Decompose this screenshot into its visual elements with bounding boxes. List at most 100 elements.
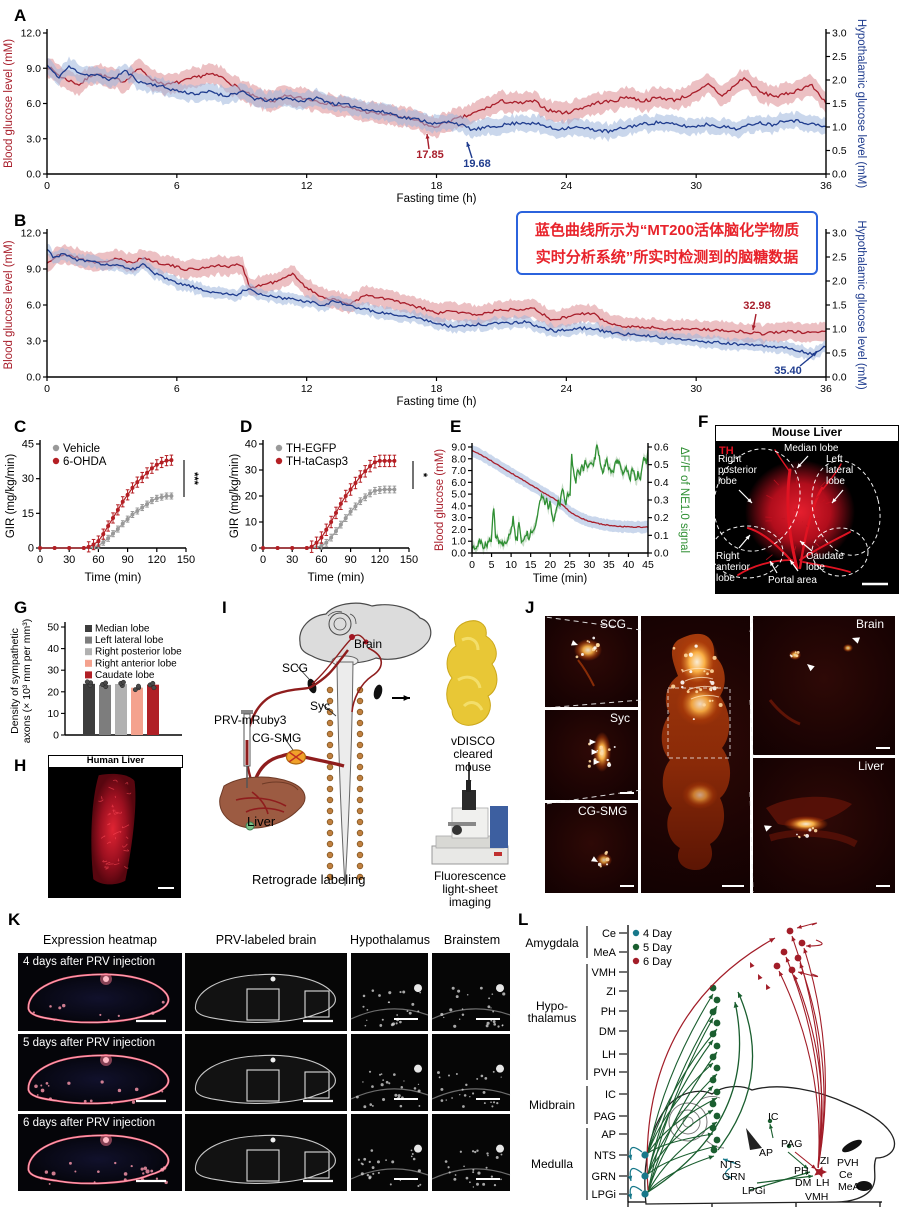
fluorescence-tile-1 (545, 710, 638, 800)
cat-DM: DM (599, 1026, 616, 1038)
legend-Caudate lobe: Caudate lobe (95, 670, 155, 681)
mouse-liver-title: Mouse Liver (715, 425, 899, 442)
panel-label-k: K (8, 910, 21, 929)
diagram-label-2: Syc (310, 699, 331, 713)
inset-GRN: GRN (722, 1171, 745, 1183)
tile-label-Brain: Brain (856, 617, 885, 631)
diagram-label-6: Retrograde labeling (252, 872, 366, 887)
y-right-tick: 1.5 (832, 300, 847, 312)
cat-PAG: PAG (594, 1111, 616, 1123)
tile-label-CG-SMG: CG-SMG (578, 804, 628, 818)
y-left-tick: 3.0 (451, 512, 466, 524)
y-left-tick: 1.0 (451, 536, 466, 548)
inset-VMH: VMH (805, 1191, 828, 1203)
cat-PH: PH (601, 1006, 616, 1018)
x-tick: 30 (63, 554, 75, 566)
y-right-tick: 0.0 (654, 548, 669, 560)
x-tick: 30 (690, 383, 702, 395)
y-right-tick: 2.0 (832, 75, 847, 87)
legend-6-OHDA: 6-OHDA (63, 456, 107, 468)
x-tick: 35 (603, 559, 615, 571)
panel-label-c: C (14, 417, 27, 436)
x-axis-title: Time (min) (308, 570, 365, 584)
legend-6 Day: 6 Day (643, 956, 672, 968)
y-tick: 0 (251, 543, 257, 555)
diagram-label-0: Brain (354, 637, 383, 651)
inset-Ce: Ce (839, 1169, 853, 1181)
liver-lobe-label-2: Left lateral lobe (826, 454, 854, 487)
panel-label-d: D (240, 417, 253, 436)
y-left-tick: 6.0 (26, 300, 41, 312)
diagram-label-3: PRV-mRuby3 (214, 713, 287, 727)
annotation-17.85: 17.85 (416, 149, 444, 161)
liver-lobe-label-1: Right posterior lobe (718, 454, 757, 487)
cat-ZI: ZI (606, 986, 616, 998)
diagram-label-4: CG-SMG (252, 731, 302, 745)
legend-Right anterior lobe: Right anterior lobe (95, 658, 177, 669)
y-left-tick: 12.0 (21, 28, 42, 40)
y-right-tick: 0.5 (654, 459, 669, 471)
group-Amygdala: Amygdala (525, 936, 579, 950)
left-axis-title: Blood glucose (mM) (434, 449, 446, 551)
x-tick: 40 (623, 559, 635, 571)
x-tick: 0 (37, 554, 43, 566)
y-tick: 50 (47, 622, 59, 634)
y-right-tick: 2.0 (832, 276, 847, 288)
cat-GRN: GRN (592, 1171, 617, 1183)
inset-DM: DM (795, 1177, 811, 1189)
k-row-label-0: 4 days after PRV injection (23, 956, 156, 968)
fluorescence-tile-4 (753, 616, 895, 755)
y-tick: 0 (28, 543, 34, 555)
inset-PVH: PVH (837, 1157, 859, 1169)
y-tick: 45 (22, 439, 34, 451)
y-left-tick: 7.0 (451, 465, 466, 477)
k-row-label-2: 6 days after PRV injection (23, 1117, 156, 1129)
inset-PAG: PAG (781, 1138, 802, 1150)
y-tick: 40 (47, 643, 59, 655)
x-tick: 60 (92, 554, 104, 566)
cat-LH: LH (602, 1049, 616, 1061)
x-tick: 36 (820, 180, 832, 192)
inset-ZI: ZI (820, 1155, 829, 1167)
y-tick: 0 (53, 730, 59, 742)
y-left-tick: 8.0 (451, 453, 466, 465)
annotation-line2: 实时分析系统”所实时检测到的脑糖数据 (535, 249, 799, 266)
x-tick: 120 (371, 554, 389, 566)
y-left-tick: 6.0 (26, 98, 41, 110)
y-left-tick: 5.0 (451, 489, 466, 501)
cat-AP: AP (601, 1129, 616, 1141)
x-tick: 6 (174, 383, 180, 395)
x-tick: 90 (344, 554, 356, 566)
tile-label-Liver: Liver (858, 759, 885, 773)
x-tick: 36 (820, 383, 832, 395)
group-Midbrain: Midbrain (529, 1098, 575, 1112)
x-tick: 0 (44, 383, 50, 395)
annotation-32.98: 32.98 (743, 300, 771, 312)
x-axis-title: Time (min) (85, 570, 142, 584)
inset-AP: AP (759, 1147, 773, 1159)
diagram-label-7: vDISCO cleared mouse (450, 734, 495, 774)
y-right-tick: 0.3 (654, 495, 669, 507)
x-tick: 150 (400, 554, 418, 566)
y-right-tick: 1.5 (832, 98, 847, 110)
liver-lobe-label-5: Portal area (768, 575, 817, 586)
y-left-tick: 12.0 (21, 228, 42, 240)
x-tick: 45 (642, 559, 654, 571)
cat-VMH: VMH (592, 967, 617, 979)
x-tick: 150 (177, 554, 195, 566)
legend-Vehicle: Vehicle (63, 443, 100, 455)
y-left-tick: 4.0 (451, 500, 466, 512)
panel-label-g: G (14, 598, 28, 617)
x-tick: 0 (44, 180, 50, 192)
x-tick: 24 (560, 180, 572, 192)
inset-LH: LH (816, 1177, 829, 1189)
group-Medulla: Medulla (531, 1157, 573, 1171)
x-tick: 90 (121, 554, 133, 566)
panel-label-j: J (525, 598, 535, 617)
fluorescence-tile-0 (545, 616, 638, 707)
x-tick: 6 (174, 180, 180, 192)
panel-label-a: A (14, 6, 27, 25)
y-right-tick: 0.0 (832, 169, 847, 181)
x-tick: 0 (469, 559, 475, 571)
